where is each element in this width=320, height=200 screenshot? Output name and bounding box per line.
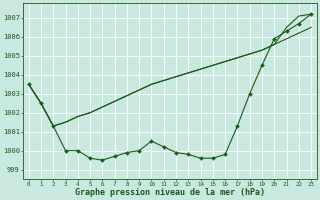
X-axis label: Graphe pression niveau de la mer (hPa): Graphe pression niveau de la mer (hPa) bbox=[75, 188, 265, 197]
